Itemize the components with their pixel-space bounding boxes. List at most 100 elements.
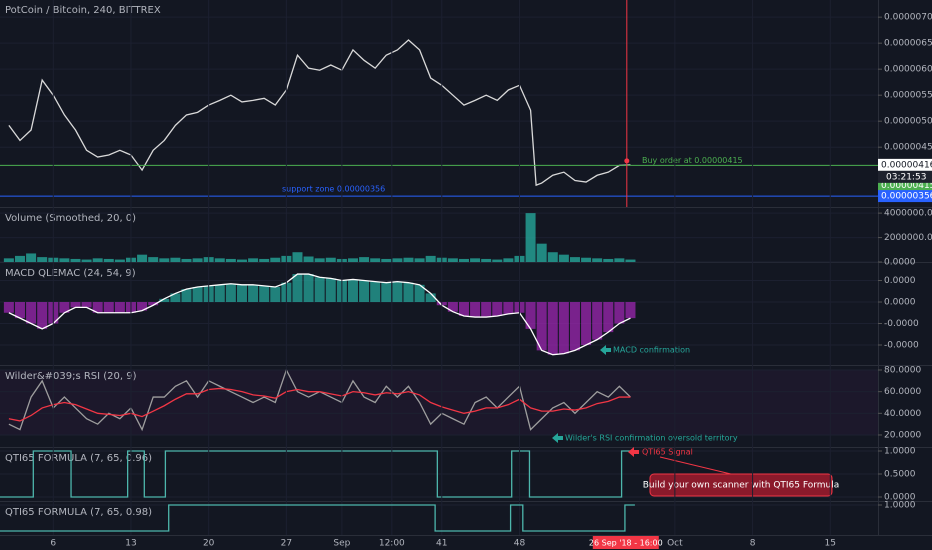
y-tick-label: 0.00000450 xyxy=(884,143,932,153)
pane-title: QTI65 FORMULA (7, 65, 0.96) xyxy=(5,453,152,464)
x-tick-label: 12:00 xyxy=(379,539,405,549)
bar xyxy=(503,258,514,262)
bar xyxy=(503,302,514,314)
y-tick-label: 4000000.0000 xyxy=(884,209,932,219)
bar xyxy=(103,302,114,313)
y-tick-label: 0.0000 xyxy=(884,492,916,502)
bar xyxy=(181,258,192,262)
bar xyxy=(26,302,37,324)
bar xyxy=(403,257,414,262)
crosshair-label: 26 Sep '18 - 16:00 xyxy=(589,539,663,548)
bar xyxy=(159,258,170,262)
bar xyxy=(225,258,236,262)
bar xyxy=(181,289,192,303)
pane-title: Volume (Smoothed, 20, 0) xyxy=(5,213,136,224)
bar xyxy=(569,302,580,351)
bar xyxy=(581,302,592,346)
x-tick-label: 27 xyxy=(281,539,292,549)
bar xyxy=(359,257,370,262)
bar xyxy=(447,302,458,312)
macd-line xyxy=(8,273,631,356)
x-tick-label: Sep xyxy=(333,539,350,549)
bar xyxy=(481,302,492,318)
bar xyxy=(59,258,70,262)
x-tick-label: 6 xyxy=(50,539,56,549)
bar xyxy=(214,258,225,262)
bar xyxy=(26,253,37,262)
bar xyxy=(170,257,181,262)
series-line xyxy=(8,387,631,422)
band-fill xyxy=(0,370,878,435)
y-tick-label: 20.0000 xyxy=(884,430,921,440)
annotation-arrow xyxy=(600,345,611,355)
bar xyxy=(37,257,48,262)
y-tick-label: 0.0000 xyxy=(884,258,916,268)
annotation-arrow xyxy=(552,433,563,443)
bar xyxy=(59,302,70,313)
bar xyxy=(3,258,14,262)
bar xyxy=(536,302,547,351)
bar xyxy=(425,293,436,303)
bar xyxy=(558,254,569,262)
bar xyxy=(458,302,469,316)
bar xyxy=(614,302,625,324)
bar xyxy=(148,257,159,262)
bar xyxy=(614,258,625,262)
bar xyxy=(70,258,81,262)
bar xyxy=(159,298,170,303)
y-tick-label: 1.0000 xyxy=(884,500,916,510)
bar xyxy=(381,282,392,303)
bar xyxy=(425,255,436,262)
bar xyxy=(392,281,403,303)
bar xyxy=(492,259,503,262)
bar xyxy=(381,258,392,262)
countdown-box xyxy=(878,170,932,183)
bar xyxy=(414,284,425,303)
bar xyxy=(458,258,469,262)
step-line xyxy=(0,504,635,532)
bar xyxy=(81,259,92,262)
x-tick-label: 13 xyxy=(125,539,136,549)
bar xyxy=(603,302,614,333)
bar xyxy=(392,258,403,262)
annotation: QTI65 Signal xyxy=(642,448,693,457)
bar xyxy=(148,302,159,306)
y-tick-label: 1.0000 xyxy=(884,446,916,456)
y-tick-label: 40.0000 xyxy=(884,409,921,419)
bar xyxy=(359,280,370,303)
bar xyxy=(525,213,536,262)
pane-title: Wilder&#039;s RSI (20, 9) xyxy=(5,371,137,382)
y-tick-label: 0.5000 xyxy=(884,469,916,479)
annotation: Wilder's RSI confirmation oversold terri… xyxy=(565,434,738,443)
bar xyxy=(137,254,148,262)
x-tick-label: 15 xyxy=(825,539,836,549)
price-label-box xyxy=(878,190,932,203)
callout-box xyxy=(649,473,833,497)
bar xyxy=(103,258,114,262)
bar xyxy=(303,256,314,262)
bar xyxy=(70,302,81,308)
bar xyxy=(592,302,603,340)
bar xyxy=(481,258,492,262)
step-line xyxy=(0,450,635,498)
price-line-text: support zone 0.00000356 xyxy=(282,185,385,194)
bar xyxy=(92,302,103,313)
bar xyxy=(625,259,636,262)
last-price-box xyxy=(878,158,932,171)
bar xyxy=(347,258,358,262)
bar xyxy=(470,258,481,262)
bar xyxy=(170,293,181,303)
x-tick-label: 41 xyxy=(436,539,447,549)
y-tick-label: 0.0000 xyxy=(884,298,916,308)
bar xyxy=(214,284,225,303)
pane-title: MACD QLEMAC (24, 54, 9) xyxy=(5,268,136,279)
bar xyxy=(303,274,314,303)
bar xyxy=(325,257,336,262)
bar xyxy=(14,302,25,319)
bar xyxy=(248,284,259,303)
annotation-arrow xyxy=(628,447,639,457)
